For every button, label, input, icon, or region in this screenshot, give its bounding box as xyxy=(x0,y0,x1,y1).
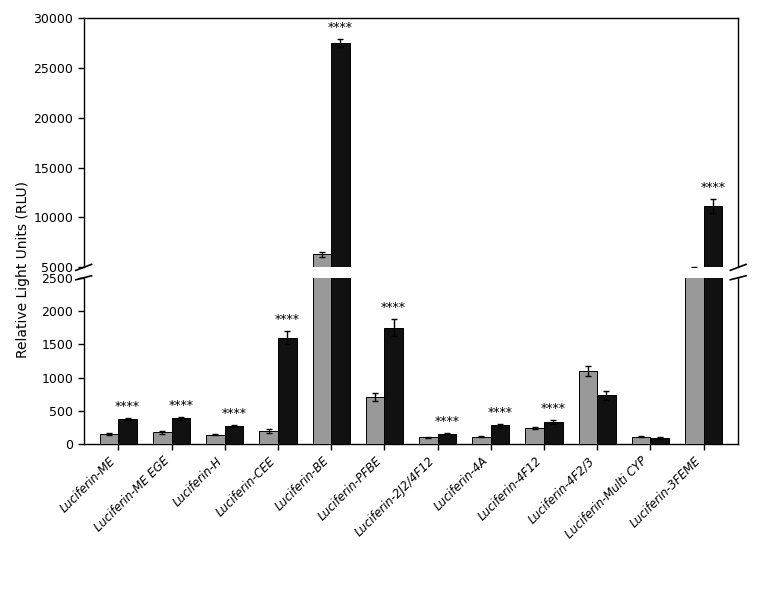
Bar xyxy=(206,434,224,444)
Bar xyxy=(704,206,722,317)
Bar xyxy=(491,425,509,444)
Bar xyxy=(597,395,616,444)
Text: ****: **** xyxy=(488,406,513,419)
Bar xyxy=(206,316,224,317)
Text: ****: **** xyxy=(435,415,460,428)
Bar xyxy=(331,0,350,444)
Text: ****: **** xyxy=(541,403,565,415)
Text: ****: **** xyxy=(700,181,725,194)
Text: ****: **** xyxy=(275,313,300,326)
Bar xyxy=(651,316,669,317)
Bar xyxy=(260,431,278,444)
Bar xyxy=(472,437,491,444)
Text: ****: **** xyxy=(168,398,193,412)
Bar xyxy=(384,328,403,444)
Bar xyxy=(597,310,616,317)
Bar xyxy=(632,437,651,444)
Bar xyxy=(278,301,297,317)
Bar xyxy=(100,434,118,444)
Text: ****: **** xyxy=(381,301,406,314)
Bar xyxy=(419,437,438,444)
Bar xyxy=(171,418,190,444)
Bar xyxy=(525,315,544,317)
Bar xyxy=(118,313,137,317)
Bar xyxy=(632,316,651,317)
Bar xyxy=(153,433,171,444)
Bar xyxy=(438,316,456,317)
Bar xyxy=(544,422,562,444)
Bar xyxy=(224,426,244,444)
Bar xyxy=(472,316,491,317)
Bar xyxy=(366,397,384,444)
Bar xyxy=(118,419,137,444)
Bar xyxy=(419,316,438,317)
Bar xyxy=(260,315,278,317)
Bar xyxy=(278,338,297,444)
Bar xyxy=(100,316,118,317)
Bar xyxy=(578,371,597,444)
Bar xyxy=(685,269,704,317)
Bar xyxy=(491,314,509,317)
Bar xyxy=(544,314,562,317)
Bar xyxy=(366,310,384,317)
Bar xyxy=(525,428,544,444)
Text: ****: **** xyxy=(115,400,140,413)
Text: Relative Light Units (RLU): Relative Light Units (RLU) xyxy=(16,181,30,358)
Bar xyxy=(171,313,190,317)
Bar xyxy=(578,306,597,317)
Bar xyxy=(384,300,403,317)
Bar xyxy=(153,316,171,317)
Bar xyxy=(313,254,331,317)
Bar xyxy=(651,438,669,444)
Bar xyxy=(704,0,722,444)
Bar xyxy=(685,121,704,444)
Bar xyxy=(224,314,244,317)
Text: ****: **** xyxy=(328,22,353,34)
Bar xyxy=(438,434,456,444)
Text: ****: **** xyxy=(221,407,247,420)
Bar xyxy=(331,43,350,317)
Bar xyxy=(313,25,331,444)
